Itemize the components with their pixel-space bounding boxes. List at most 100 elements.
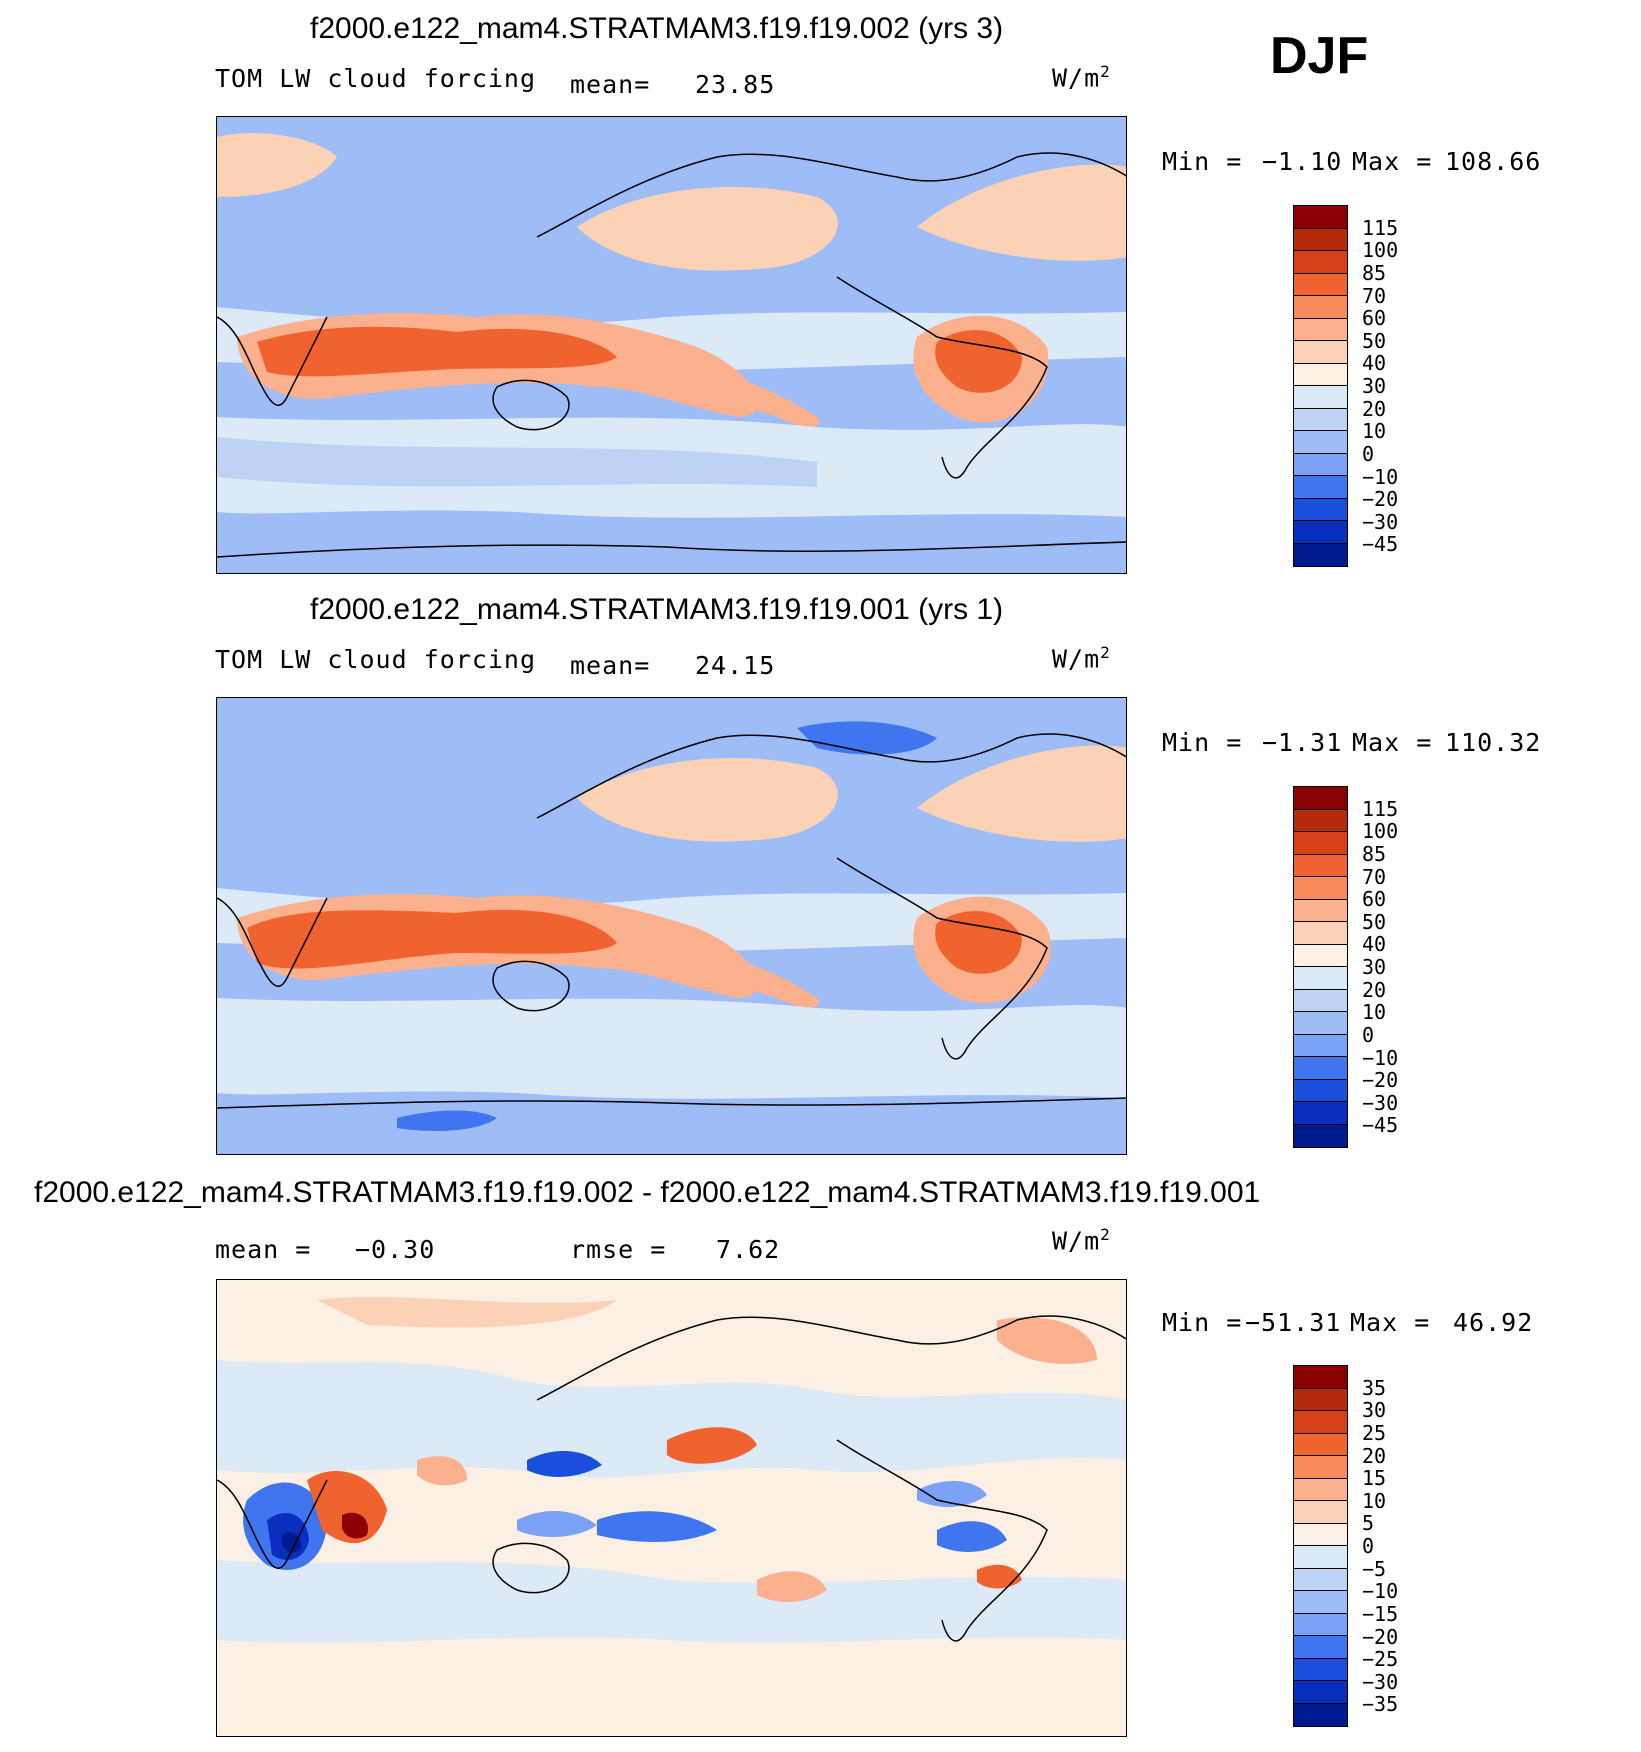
- colorbar-tick-label: 30: [1362, 955, 1387, 979]
- colorbar-tick-label: 100: [1362, 819, 1399, 844]
- panel-2-mean-label: mean=: [570, 651, 651, 680]
- colorbar-tick-label: −15: [1362, 1601, 1399, 1626]
- colorbar-tick-label: −5: [1362, 1556, 1387, 1581]
- colorbar-swatch: [1294, 944, 1347, 967]
- colorbar-tick-label: 70: [1362, 283, 1387, 308]
- colorbar-swatch: [1294, 1456, 1347, 1479]
- colorbar-swatch: [1294, 1501, 1347, 1524]
- colorbar-swatch: [1294, 363, 1347, 386]
- colorbar-tick-label: 0: [1362, 1022, 1375, 1047]
- panel-1-mean-label: mean=: [570, 70, 651, 99]
- colorbar-swatch: [1294, 453, 1347, 476]
- colorbar-swatch: [1294, 408, 1347, 431]
- colorbar-tick-label: 10: [1362, 419, 1387, 444]
- panel-2-variable: TOM LW cloud forcing: [215, 645, 537, 674]
- colorbar-tick-label: 20: [1362, 977, 1387, 1002]
- colorbar-tick-label: 10: [1362, 1000, 1387, 1025]
- colorbar-swatch: [1294, 1388, 1347, 1411]
- colorbar-tick-label: 30: [1362, 1398, 1387, 1423]
- colorbar-swatch: [1294, 1703, 1347, 1726]
- colorbar-tick-label: 85: [1362, 841, 1387, 866]
- colorbar-tick-label: −35: [1362, 1692, 1399, 1717]
- colorbar-swatch: [1294, 1411, 1347, 1434]
- colorbar-tick-label: 25: [1362, 1420, 1387, 1445]
- colorbar-swatch: [1294, 1079, 1347, 1102]
- colorbar-swatch: [1294, 967, 1347, 990]
- colorbar-tick-label: −10: [1362, 1045, 1399, 1070]
- colorbar-swatch: [1294, 476, 1347, 499]
- colorbar-swatch: [1294, 228, 1347, 251]
- panel-1-title: f2000.e122_mam4.STRATMAM3.f19.f19.002 (y…: [310, 12, 1004, 45]
- colorbar-tick-label: −20: [1362, 1068, 1399, 1093]
- colorbar-swatch: [1294, 498, 1347, 521]
- colorbar-tick-label: 20: [1362, 396, 1387, 421]
- colorbar-tick-label: 85: [1362, 260, 1387, 285]
- colorbar-tick-label: −10: [1362, 464, 1399, 489]
- colorbar-swatch: [1294, 787, 1347, 810]
- panel-1-variable: TOM LW cloud forcing: [215, 64, 537, 93]
- colorbar-tick-label: 100: [1362, 238, 1399, 263]
- colorbar-swatch: [1294, 341, 1347, 364]
- panel-3-mean-label: mean =: [215, 1235, 312, 1264]
- colorbar-swatch: [1294, 1658, 1347, 1681]
- colorbar-tick-label: 115: [1362, 796, 1399, 821]
- colorbar-tick-label: 0: [1362, 441, 1375, 466]
- colorbar-swatch: [1294, 1366, 1347, 1389]
- colorbar-tick-label: −10: [1362, 1579, 1399, 1604]
- colorbar-swatch: [1294, 206, 1347, 229]
- panel-2-title: f2000.e122_mam4.STRATMAM3.f19.f19.001 (y…: [310, 593, 1004, 626]
- colorbar-swatch: [1294, 854, 1347, 877]
- panel-3-max-value: 46.92: [1453, 1308, 1534, 1337]
- panel-3-rmse-label: rmse =: [570, 1235, 667, 1264]
- colorbar-swatch: [1294, 877, 1347, 900]
- colorbar-tick-label: 35: [1362, 1375, 1387, 1400]
- panel-2-map: [216, 697, 1127, 1155]
- colorbar-tick-label: 5: [1362, 1511, 1375, 1536]
- season-label: DJF: [1270, 27, 1369, 85]
- colorbar-tick-label: −45: [1362, 532, 1399, 557]
- colorbar-tick-label: 50: [1362, 909, 1387, 934]
- colorbar-swatch: [1294, 1591, 1347, 1614]
- colorbar-swatch: [1294, 922, 1347, 945]
- colorbar-swatch: [1294, 386, 1347, 409]
- panel-1-map: [216, 116, 1127, 574]
- colorbar-swatch: [1294, 1478, 1347, 1501]
- panel-2-min-label: Min =: [1162, 728, 1243, 757]
- colorbar-tick-label: 30: [1362, 374, 1387, 398]
- panel-2-colorbar: [1293, 786, 1348, 1148]
- colorbar-tick-label: 60: [1362, 887, 1387, 912]
- panel-1-mean-value: 23.85: [695, 70, 776, 99]
- colorbar-tick-label: 70: [1362, 864, 1387, 889]
- panel-1-min-label: Min =: [1162, 147, 1243, 176]
- panel-2-units: W/m2: [1052, 643, 1111, 674]
- panel-3-mean-value: −0.30: [355, 1235, 436, 1264]
- colorbar-swatch: [1294, 1546, 1347, 1569]
- colorbar-swatch: [1294, 899, 1347, 922]
- colorbar-tick-label: 0: [1362, 1534, 1375, 1558]
- colorbar-swatch: [1294, 1057, 1347, 1080]
- colorbar-tick-label: −20: [1362, 1624, 1399, 1649]
- panel-3-colorbar: [1293, 1365, 1348, 1727]
- panel-3-min-value: −51.31: [1245, 1308, 1342, 1337]
- colorbar-swatch: [1294, 1034, 1347, 1057]
- panel-2-max-label: Max =: [1352, 728, 1433, 757]
- panel-1-max-label: Max =: [1352, 147, 1433, 176]
- colorbar-tick-label: 20: [1362, 1443, 1387, 1468]
- colorbar-tick-label: −45: [1362, 1113, 1399, 1138]
- colorbar-tick-label: 60: [1362, 306, 1387, 331]
- panel-3-units: W/m2: [1052, 1225, 1111, 1256]
- colorbar-swatch: [1294, 809, 1347, 832]
- colorbar-tick-label: 40: [1362, 932, 1387, 957]
- colorbar-tick-label: 10: [1362, 1488, 1387, 1513]
- colorbar-swatch: [1294, 1636, 1347, 1659]
- colorbar-swatch: [1294, 543, 1347, 566]
- colorbar-swatch: [1294, 431, 1347, 454]
- colorbar-tick-label: −30: [1362, 1090, 1399, 1115]
- panel-3-title: f2000.e122_mam4.STRATMAM3.f19.f19.002 - …: [34, 1176, 1261, 1209]
- colorbar-swatch: [1294, 318, 1347, 341]
- colorbar-tick-label: −30: [1362, 509, 1399, 534]
- panel-3-min-label: Min =: [1162, 1308, 1243, 1337]
- colorbar-tick-label: 15: [1362, 1466, 1387, 1491]
- panel-2-min-value: −1.31: [1262, 728, 1343, 757]
- colorbar-swatch: [1294, 989, 1347, 1012]
